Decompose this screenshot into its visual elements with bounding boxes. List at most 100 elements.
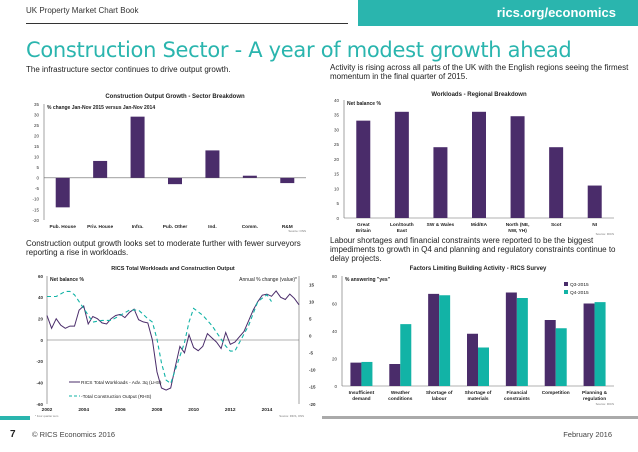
chart-source: Source: RICS (596, 232, 614, 236)
chart-title: Workloads - Regional Breakdown (431, 92, 527, 98)
x-tick-label: Planning & (582, 390, 608, 396)
y-tick-label: -5 (35, 186, 39, 191)
x-tick-label: Great (357, 222, 370, 228)
chart-source: Source: RICS, ONS (279, 414, 304, 418)
bar (400, 324, 412, 386)
y-tick-label: 80 (332, 274, 338, 279)
legend-swatch (564, 290, 568, 294)
x-tick-label: Pub. House (50, 224, 77, 230)
bar (242, 175, 257, 178)
bar (433, 147, 448, 218)
bar (130, 116, 145, 178)
bar (55, 177, 70, 208)
y-tick-label: 35 (34, 102, 40, 107)
site-banner: rics.org/economics (358, 0, 638, 26)
bar (467, 333, 478, 386)
footer-grey-bar (322, 416, 638, 419)
copyright: © RICS Economics 2016 (32, 430, 116, 439)
x-tick-label: Lon/South (390, 222, 414, 228)
y-tick-label: 35 (334, 113, 340, 118)
bar (478, 347, 489, 386)
bar (510, 116, 525, 218)
bar (594, 302, 606, 386)
paragraph-output: Construction output growth looks set to … (26, 239, 301, 257)
x-tick-label: Infra. (132, 224, 144, 230)
y-tick-label: -15 (32, 207, 39, 212)
x-tick-label: Priv. House (87, 224, 113, 230)
paragraph-regional: Activity is rising across all parts of t… (330, 63, 629, 81)
x-tick-label: R&M (282, 224, 293, 230)
x-tick-label: conditions (388, 396, 413, 402)
x-tick-label: labour (432, 396, 447, 402)
chart-subtitle: Net balance % (347, 101, 381, 107)
y-tick-label: 60 (332, 301, 338, 306)
x-tick-label: Ind. (208, 224, 217, 230)
bar (361, 361, 373, 386)
chart-source: Source: RICS (596, 402, 614, 406)
bar (394, 111, 409, 218)
y-tick-label: -20 (32, 218, 39, 223)
bar (439, 295, 451, 386)
legend-label: Q4-2015 (570, 290, 589, 296)
publication-date: February 2016 (563, 430, 612, 439)
chart-title: RICS Total Workloads and Construction Ou… (111, 266, 235, 272)
y-tick-label: 20 (34, 133, 40, 138)
x-tick-label: materials (467, 396, 488, 402)
y-tick-label: 10 (334, 186, 340, 191)
bar (472, 111, 486, 218)
x-tick-label: SW & Wales (427, 222, 455, 228)
y-tick-label: 40 (334, 98, 340, 103)
bar (389, 364, 401, 386)
bar (356, 120, 371, 218)
left-axis-label: Net balance % (50, 277, 84, 283)
paragraph-infrastructure: The infrastructure sector continues to d… (26, 65, 231, 74)
x-tick-label: 2002 (42, 407, 53, 413)
y-tick-label: 15 (334, 172, 340, 177)
left-tick-label: -40 (36, 380, 43, 385)
x-tick-label: Insufficient (349, 390, 375, 396)
y-tick-label: 25 (334, 142, 340, 147)
x-tick-label: Pub. Other (163, 224, 188, 230)
book-title: UK Property Market Chart Book (26, 6, 139, 15)
x-tick-label: 2012 (225, 407, 236, 413)
x-tick-label: Shortage of (426, 390, 453, 396)
x-tick-label: East (397, 228, 408, 234)
right-tick-label: -15 (309, 385, 316, 390)
bar (428, 293, 440, 386)
legend-label: RICS Total Workloads - Adv. 3q (LHS) (81, 380, 162, 386)
right-tick-label: 0 (309, 334, 312, 339)
left-tick-label: -60 (36, 402, 43, 407)
y-tick-label: 10 (34, 155, 40, 160)
bar (587, 185, 602, 218)
site-link[interactable]: rics.org/economics (496, 5, 616, 20)
page-number: 7 (10, 429, 16, 440)
series-line-output (47, 290, 272, 385)
left-tick-label: -20 (36, 359, 43, 364)
x-tick-label: Comm. (242, 224, 258, 230)
right-tick-label: -10 (309, 368, 316, 373)
y-tick-label: 0 (336, 216, 339, 221)
y-tick-label: 5 (36, 165, 39, 170)
y-tick-label: 40 (332, 329, 338, 334)
bar (505, 292, 517, 386)
y-tick-label: -10 (32, 197, 39, 202)
bar (205, 150, 220, 178)
left-tick-label: 0 (40, 338, 43, 343)
chart-regional-workloads: Workloads - Regional Breakdown Net balanc… (334, 92, 614, 236)
x-tick-label: Weather (391, 390, 410, 396)
bar (280, 177, 295, 184)
chart-limiting-factors: Factors Limiting Building Activity - RIC… (332, 266, 614, 406)
chart-workloads-output: RICS Total Workloads and Construction Ou… (35, 266, 316, 418)
chart-subtitle: % change Jan-Nov 2015 versus Jan-Nov 201… (47, 105, 155, 111)
right-tick-label: -20 (309, 402, 316, 407)
x-tick-label: Mid/EA (471, 222, 488, 228)
y-tick-label: 20 (332, 356, 338, 361)
bar (93, 160, 108, 178)
legend-label: Q3-2015 (570, 282, 589, 288)
legend-swatch (564, 282, 568, 286)
right-axis-label: Annual % change (value)* (239, 277, 297, 283)
right-tick-label: 10 (309, 299, 315, 304)
x-tick-label: Financial (506, 390, 527, 396)
x-tick-label: demand (352, 396, 370, 402)
y-tick-label: 15 (34, 144, 40, 149)
